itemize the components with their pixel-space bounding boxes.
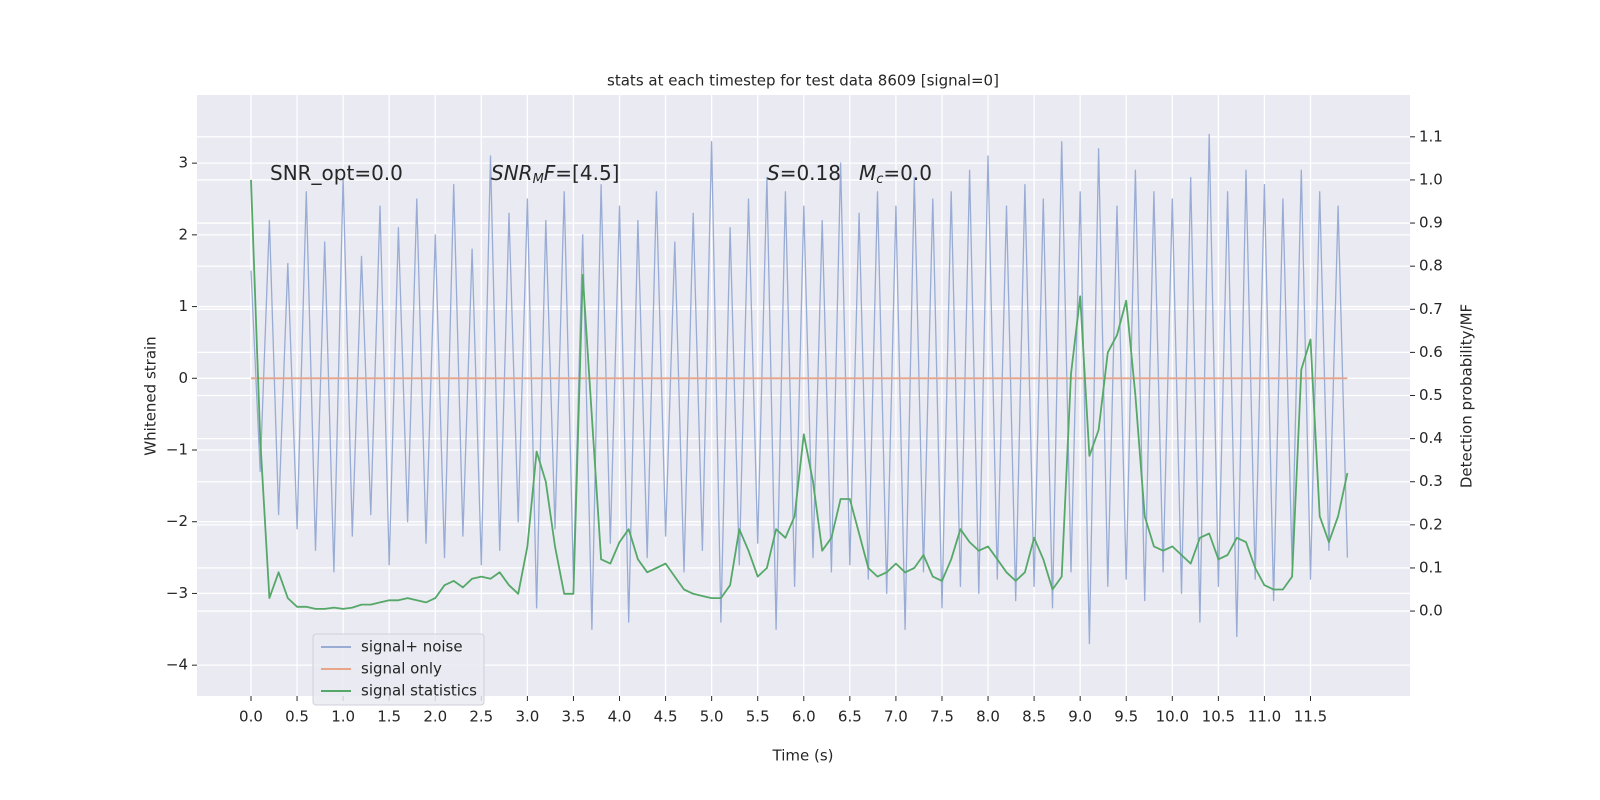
y2-tick-label: 0.7 xyxy=(1419,300,1443,318)
x-tick-label: 6.0 xyxy=(792,708,816,726)
x-tick-label: 10.5 xyxy=(1202,708,1235,726)
y-tick-label: 1 xyxy=(178,297,188,315)
legend-label: signal+ noise xyxy=(361,638,463,656)
x-tick-label: 5.5 xyxy=(746,708,770,726)
series-line xyxy=(250,179,1349,610)
annotation-part: S xyxy=(767,161,780,185)
annotation: S=0.18 xyxy=(767,161,841,185)
annotation-part: =0.0 xyxy=(883,161,932,185)
x-tick-label: 4.0 xyxy=(608,708,632,726)
x-tick-label: 4.5 xyxy=(654,708,678,726)
x-tick-label: 8.0 xyxy=(976,708,1000,726)
y2-tick-label: 0.0 xyxy=(1419,602,1443,620)
y2-tick-label: 0.3 xyxy=(1419,472,1443,490)
y2-axis-label: Detection probability/MF xyxy=(1458,304,1476,488)
annotation: Mc=0.0 xyxy=(859,161,932,187)
annotation-part: =0.18 xyxy=(780,161,841,185)
series-line xyxy=(250,133,1349,645)
x-tick-label: 1.5 xyxy=(377,708,401,726)
y-tick-label: 3 xyxy=(178,154,188,172)
x-tick-label: 10.0 xyxy=(1156,708,1189,726)
x-tick-label: 5.0 xyxy=(700,708,724,726)
annotation-part: c xyxy=(876,172,883,187)
y-tick-label: −3 xyxy=(166,584,188,602)
y2-tick-label: 0.8 xyxy=(1419,257,1443,275)
x-tick-label: 7.0 xyxy=(884,708,908,726)
x-tick-label: 11.0 xyxy=(1248,708,1281,726)
annotation-part: =[4.5] xyxy=(555,161,619,185)
legend-label: signal statistics xyxy=(361,682,477,700)
x-tick-label: 2.0 xyxy=(423,708,447,726)
x-tick-label: 0.0 xyxy=(239,708,263,726)
y2-tick-label: 0.1 xyxy=(1419,558,1443,576)
y2-tick-label: 0.4 xyxy=(1419,429,1443,447)
x-tick-label: 9.0 xyxy=(1068,708,1092,726)
legend-label: signal only xyxy=(361,660,442,678)
y2-tick-label: 1.0 xyxy=(1419,170,1443,188)
annotation-part: F xyxy=(544,161,556,185)
y2-tick-label: 0.2 xyxy=(1419,515,1443,533)
x-tick-label: 7.5 xyxy=(930,708,954,726)
x-tick-label: 6.5 xyxy=(838,708,862,726)
annotation-part: M xyxy=(533,172,544,187)
y-tick-label: −1 xyxy=(166,441,188,459)
chart-title: stats at each timestep for test data 860… xyxy=(607,72,999,90)
y-tick-label: 2 xyxy=(178,225,188,243)
x-axis-label: Time (s) xyxy=(772,747,834,765)
x-tick-label: 0.5 xyxy=(285,708,309,726)
annotation-part: M xyxy=(859,161,876,185)
x-tick-label: 1.0 xyxy=(331,708,355,726)
annotation-part: SNR_opt=0.0 xyxy=(270,161,403,185)
x-tick-label: 3.5 xyxy=(562,708,586,726)
y-tick-label: 0 xyxy=(178,369,188,387)
y-axis-label: Whitened strain xyxy=(142,336,160,455)
legend-box xyxy=(312,633,485,706)
x-tick-label: 8.5 xyxy=(1022,708,1046,726)
y-tick-label: −4 xyxy=(166,656,188,674)
y2-tick-label: 0.5 xyxy=(1419,386,1443,404)
annotation: SNR_opt=0.0 xyxy=(270,161,403,185)
annotation-part: SNR xyxy=(491,161,533,185)
y-tick-label: −2 xyxy=(166,512,188,530)
y2-tick-label: 0.9 xyxy=(1419,214,1443,232)
annotation: SNRMF=[4.5] xyxy=(491,161,619,187)
x-tick-label: 9.5 xyxy=(1114,708,1138,726)
y2-tick-label: 0.6 xyxy=(1419,343,1443,361)
y2-tick-label: 1.1 xyxy=(1419,127,1443,145)
x-tick-label: 2.5 xyxy=(469,708,493,726)
x-tick-label: 3.0 xyxy=(515,708,539,726)
x-tick-label: 11.5 xyxy=(1294,708,1327,726)
